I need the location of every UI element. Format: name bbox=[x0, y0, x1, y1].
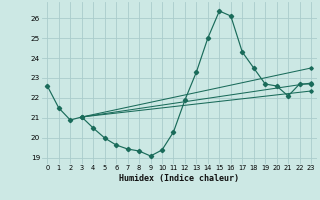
X-axis label: Humidex (Indice chaleur): Humidex (Indice chaleur) bbox=[119, 174, 239, 183]
